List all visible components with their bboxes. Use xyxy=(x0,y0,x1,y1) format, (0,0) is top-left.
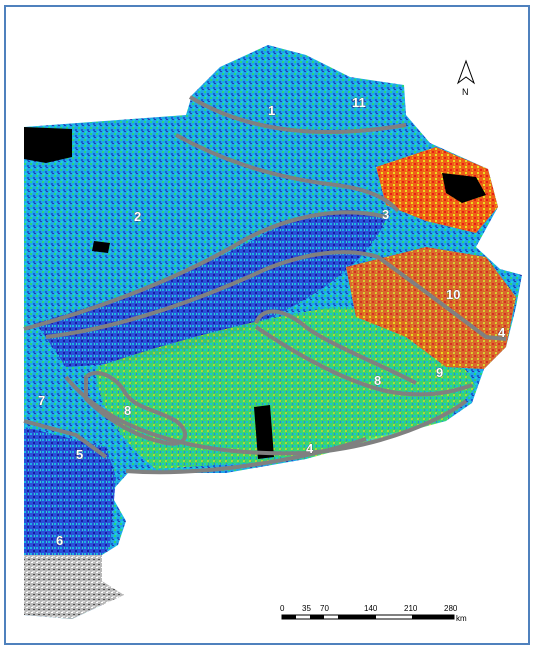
zone-label-9: 9 xyxy=(436,365,443,380)
zone-label-4-east: 4 xyxy=(498,325,506,340)
southwest-lowland xyxy=(24,427,116,555)
zone-label-10: 10 xyxy=(446,287,460,302)
southern-plain xyxy=(96,307,476,469)
zone-label-5: 5 xyxy=(76,447,83,462)
zone-label-2: 2 xyxy=(134,209,141,224)
zone-labels: 1 11 2 3 10 4 9 8 7 8 5 4 6 xyxy=(38,95,507,549)
north-arrow-label: N xyxy=(462,87,469,97)
map-canvas: 1 11 2 3 10 4 9 8 7 8 5 4 6 N 0 35 70 14… xyxy=(23,45,522,623)
northeast-hotspot xyxy=(376,147,498,233)
zone-label-8-east: 8 xyxy=(374,373,381,388)
zone-label-11: 11 xyxy=(352,95,366,110)
zone-label-8-west: 8 xyxy=(124,403,131,418)
no-data-patch-south xyxy=(254,405,274,459)
scale-tick-70: 70 xyxy=(320,604,329,613)
no-data-patch-nw xyxy=(24,127,72,163)
east-hotspot xyxy=(346,247,516,369)
scale-tick-210: 210 xyxy=(404,604,418,613)
scale-unit: km xyxy=(456,614,467,623)
zone-outlines xyxy=(23,95,507,475)
scale-tick-35: 35 xyxy=(302,604,311,613)
north-arrow: N xyxy=(456,59,476,97)
scale-tick-0: 0 xyxy=(280,604,285,613)
no-data-patch-west xyxy=(92,241,110,253)
scale-bar: 0 35 70 140 210 280 km xyxy=(280,604,467,623)
relief-area xyxy=(24,555,124,619)
north-arrow-icon xyxy=(456,59,476,85)
no-data-patch-ne xyxy=(442,173,486,203)
scale-tick-140: 140 xyxy=(364,604,378,613)
zone-label-3: 3 xyxy=(382,207,389,222)
lowland-band xyxy=(36,210,386,367)
zone-label-7: 7 xyxy=(38,393,45,408)
zone-label-6: 6 xyxy=(56,533,63,548)
zone-label-1: 1 xyxy=(268,103,275,118)
scale-tick-280: 280 xyxy=(444,604,458,613)
map-frame: 1 11 2 3 10 4 9 8 7 8 5 4 6 N 0 35 70 14… xyxy=(4,5,530,645)
zone-label-4-south: 4 xyxy=(306,441,314,456)
